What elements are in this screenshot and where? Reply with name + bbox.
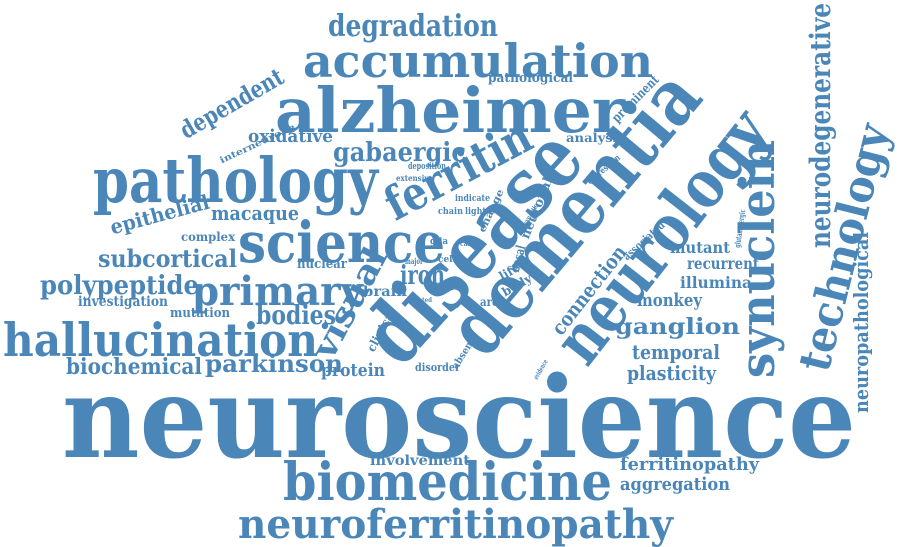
word-primary: primary bbox=[192, 267, 363, 315]
word-mutant: mutant bbox=[670, 237, 730, 257]
word-hallucination: hallucination bbox=[3, 313, 318, 368]
word-neuroscience: neuroscience bbox=[62, 352, 856, 484]
word-ferritinopathy: ferritinopathy bbox=[620, 454, 759, 476]
word-biomedicine: biomedicine bbox=[283, 452, 612, 514]
word-extensive: extensive bbox=[396, 172, 433, 183]
word-neuropathological: neuropathological bbox=[848, 231, 873, 413]
word-analysis: analysis bbox=[566, 130, 625, 145]
word-indicate: indicate bbox=[455, 194, 490, 205]
word-ganglion: ganglion bbox=[615, 314, 740, 341]
word-neuroferritinopathy: neuroferritinopathy bbox=[238, 500, 673, 547]
word-pathology: pathology bbox=[93, 143, 378, 217]
word-neurodegenerative: neurodegenerative bbox=[803, 2, 837, 248]
word-involvement: involvement bbox=[370, 453, 470, 470]
word-area: area bbox=[480, 294, 505, 309]
word-light: light bbox=[465, 207, 486, 218]
word-biochemical: biochemical bbox=[66, 354, 202, 381]
word-glia: glia bbox=[430, 237, 448, 248]
word-deposition: deposition bbox=[408, 162, 446, 173]
word-degradation: degradation bbox=[328, 9, 498, 45]
word-subcortical: subcortical bbox=[98, 243, 237, 273]
word-cell: cell bbox=[438, 255, 456, 266]
word-nuclear: nuclear bbox=[297, 257, 347, 273]
word-case: case bbox=[460, 238, 475, 248]
word-investigation: investigation bbox=[78, 294, 168, 311]
word-parkinson: parkinson bbox=[205, 348, 343, 378]
word-accumulation: accumulation bbox=[303, 34, 653, 89]
word-monkey: monkey bbox=[637, 290, 702, 312]
word-major: major bbox=[405, 255, 423, 266]
word-science: science bbox=[238, 210, 445, 277]
word-bodies: bodies bbox=[256, 301, 336, 332]
word-brain: brain bbox=[363, 284, 407, 301]
word-chain: chain bbox=[438, 207, 463, 218]
word-illumina: illumina bbox=[680, 272, 752, 292]
word-pathological: pathological bbox=[488, 71, 573, 87]
word-macaque: macaque bbox=[211, 200, 299, 225]
word-related: related bbox=[410, 297, 432, 305]
word-alzheimer: alzheimer bbox=[275, 73, 625, 147]
word-recurrent: recurrent bbox=[687, 253, 759, 273]
word-iron: iron bbox=[400, 261, 445, 292]
word-aggregation: aggregation bbox=[620, 474, 730, 496]
word-oxidative: oxidative bbox=[248, 126, 333, 148]
word-mutation: mutation bbox=[170, 306, 230, 322]
word-plasticity: plasticity bbox=[627, 360, 716, 385]
word-gabaergic: gabaergic bbox=[333, 138, 466, 169]
word-polypeptide: polypeptide bbox=[40, 271, 199, 302]
word-protein: protein bbox=[321, 360, 385, 382]
word-temporal: temporal bbox=[632, 339, 720, 364]
word-disorder: disorder bbox=[415, 360, 460, 374]
word-complex: complex bbox=[181, 229, 235, 244]
